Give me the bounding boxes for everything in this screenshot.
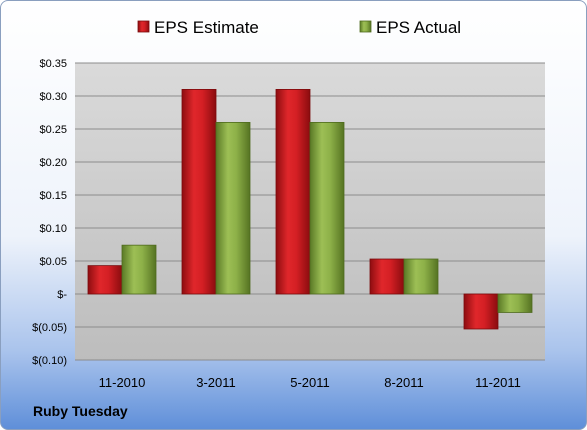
legend: EPS Estimate EPS Actual bbox=[137, 18, 461, 37]
y-tick-label: $0.20 bbox=[39, 157, 67, 169]
eps-actual-bar bbox=[309, 122, 345, 295]
y-tick-label: $0.25 bbox=[39, 124, 67, 136]
y-tick-label: $- bbox=[57, 289, 67, 301]
company-name: Ruby Tuesday bbox=[33, 403, 128, 419]
y-tick-label: $(0.05) bbox=[32, 322, 67, 334]
legend-swatch-actual bbox=[359, 20, 372, 33]
y-axis-ticks: $0.35 $0.30 $0.25 $0.20 $0.15 $0.10 $0.05 $- $(0… bbox=[32, 58, 67, 367]
y-tick-label: $0.30 bbox=[39, 91, 67, 103]
bars bbox=[87, 89, 533, 330]
y-tick-label: $0.10 bbox=[39, 223, 67, 235]
eps-estimate-bar bbox=[369, 258, 405, 295]
x-axis-labels: 11-2010 3-2011 5-2011 8-2011 11-2011 bbox=[99, 375, 521, 390]
eps-actual-bar bbox=[121, 244, 157, 295]
eps-estimate-bar bbox=[87, 265, 123, 295]
x-category-label: 8-2011 bbox=[384, 375, 424, 390]
x-category-label: 11-2011 bbox=[475, 375, 521, 390]
legend-swatch-estimate bbox=[137, 20, 150, 33]
eps-estimate-bar bbox=[181, 89, 217, 295]
y-tick-label: $0.15 bbox=[39, 190, 67, 202]
bar-chart: $0.35 $0.30 $0.25 $0.20 $0.15 $0.10 $0.05 $- $(0… bbox=[32, 18, 545, 390]
eps-actual-bar bbox=[215, 122, 251, 295]
x-category-label: 11-2010 bbox=[99, 375, 146, 390]
y-tick-label: $0.05 bbox=[39, 256, 67, 268]
x-category-label: 3-2011 bbox=[196, 375, 236, 390]
eps-actual-bar bbox=[497, 293, 533, 313]
legend-label: EPS Estimate bbox=[154, 18, 259, 37]
eps-estimate-bar bbox=[463, 293, 499, 330]
legend-label: EPS Actual bbox=[376, 18, 461, 37]
eps-estimate-bar bbox=[275, 89, 311, 295]
x-category-label: 5-2011 bbox=[290, 375, 330, 390]
eps-actual-bar bbox=[403, 258, 439, 295]
y-tick-label: $0.35 bbox=[39, 58, 67, 70]
y-tick-label: $(0.10) bbox=[32, 355, 67, 367]
